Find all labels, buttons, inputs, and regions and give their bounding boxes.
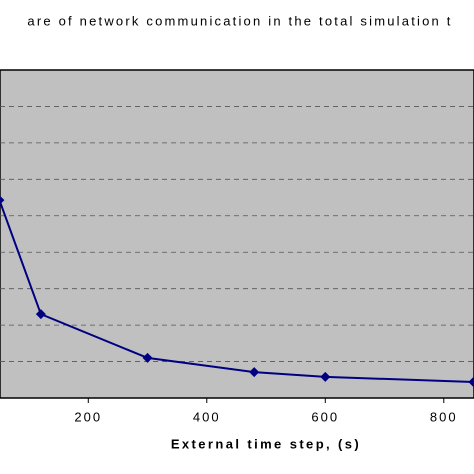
x-tick-label: 200 bbox=[74, 409, 102, 424]
plot-layer bbox=[0, 195, 474, 387]
point-marker bbox=[142, 352, 153, 363]
x-tick-label: 400 bbox=[193, 409, 221, 424]
point-marker bbox=[0, 195, 5, 205]
x-tick-label: 600 bbox=[311, 409, 339, 424]
chart-title: are of network communication in the tota… bbox=[27, 13, 452, 28]
point-marker bbox=[249, 367, 260, 378]
x-tick-label: 800 bbox=[430, 409, 458, 424]
series-line bbox=[0, 199, 474, 383]
plot-area bbox=[0, 69, 474, 399]
point-marker bbox=[468, 376, 474, 387]
x-axis-label: External time step, (s) bbox=[171, 436, 361, 451]
point-marker bbox=[35, 309, 46, 320]
point-marker bbox=[320, 371, 331, 382]
